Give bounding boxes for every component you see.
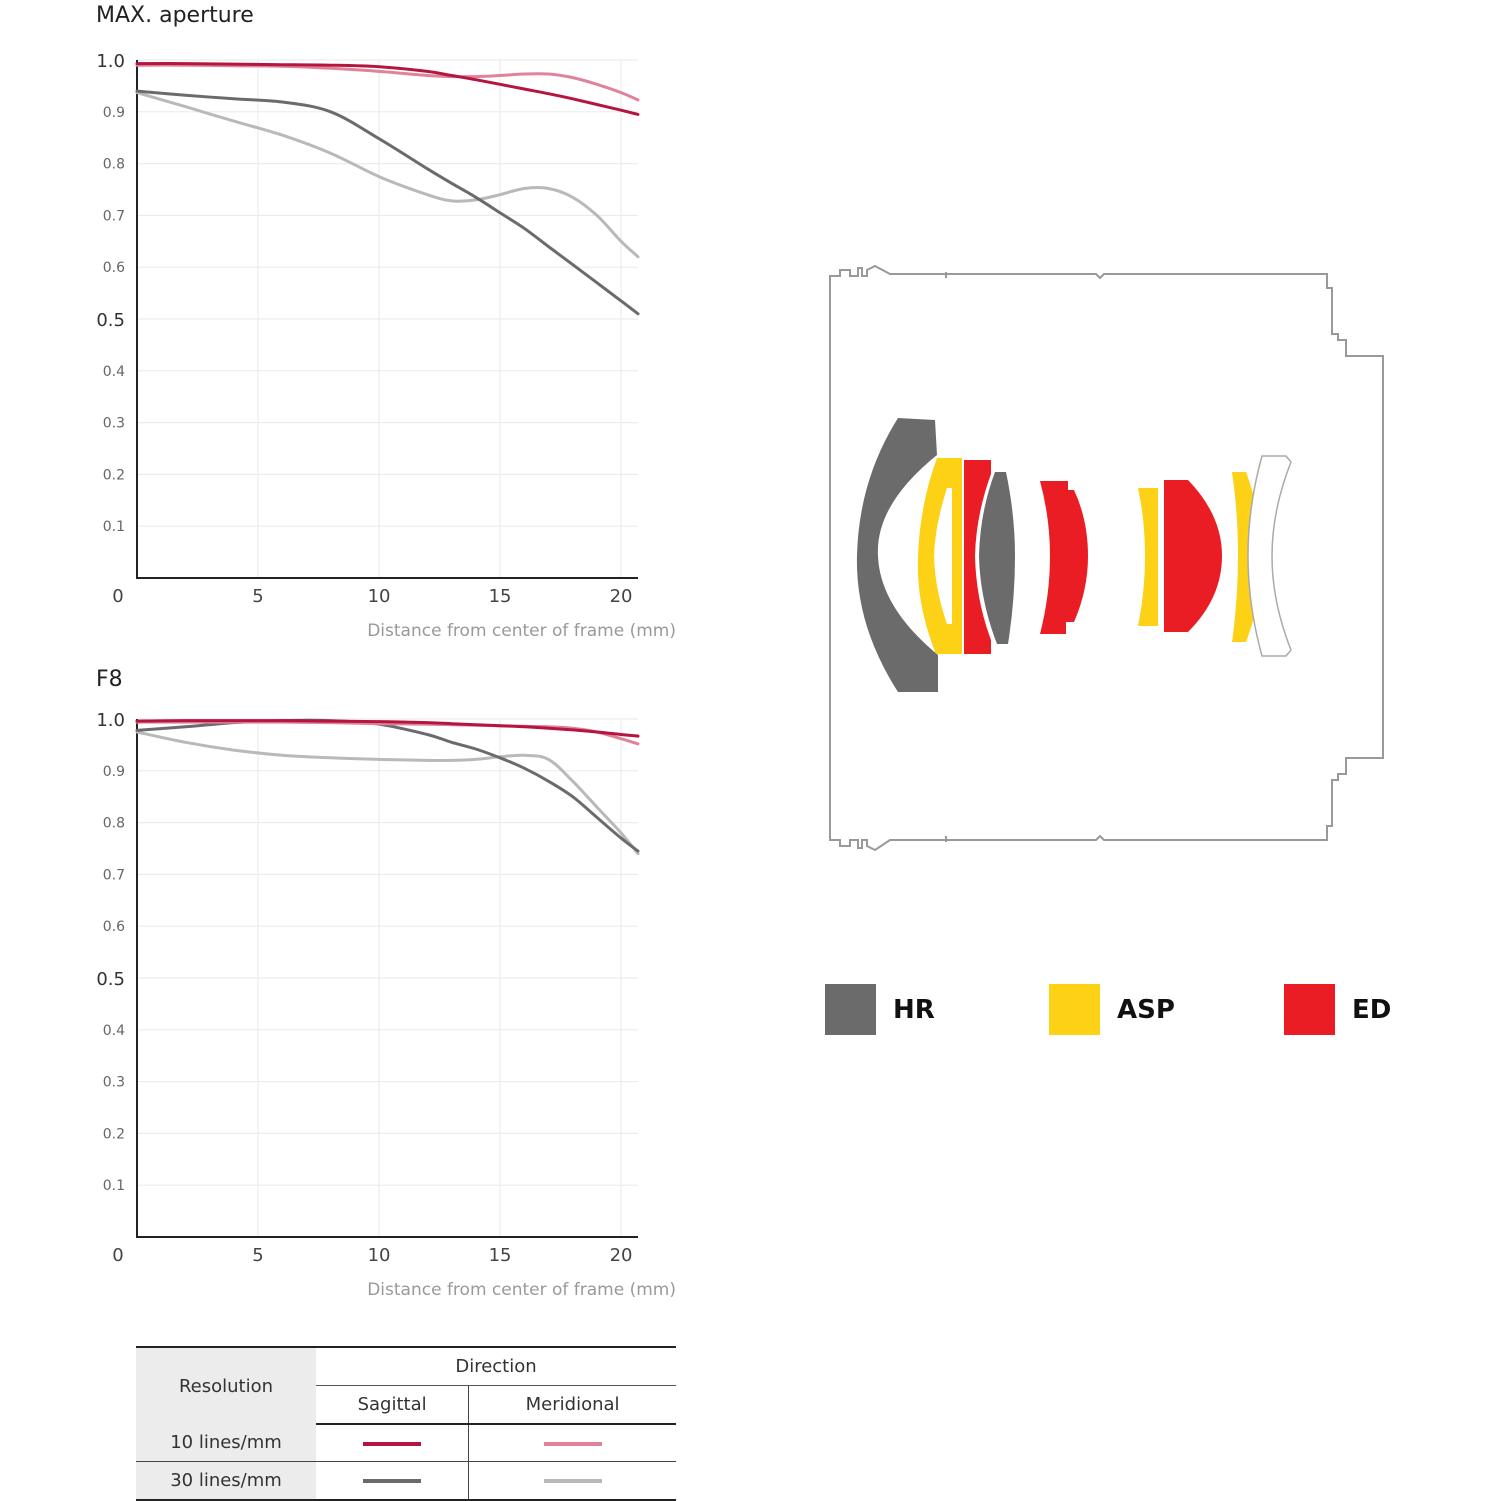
meridional-header: Meridional xyxy=(468,1385,676,1425)
lens-element-hr-1 xyxy=(856,418,938,692)
mtf-charts: 0.1 0.2 0.3 0.4 0.5 0.6 0.7 0.8 0.9 1.0 0 5 10 15 20 Di… xyxy=(96,51,676,1300)
legend-ed-label: ED xyxy=(1352,994,1392,1025)
y-tick-label: 0.6 xyxy=(103,919,125,935)
lens-element-asp-2 xyxy=(1138,488,1158,626)
x-tick-label: 20 xyxy=(610,1245,633,1266)
x-tick-label: 0 xyxy=(112,586,123,607)
x-tick-label: 5 xyxy=(252,586,263,607)
x-axis-title: Distance from center of frame (mm) xyxy=(367,1280,676,1300)
y-tick-label: 0.8 xyxy=(103,816,125,832)
x-tick-label: 20 xyxy=(610,586,633,607)
y-tick-label: 0.7 xyxy=(103,867,125,883)
y-tick-label: 0.1 xyxy=(103,519,125,535)
legend-ed-swatch xyxy=(1284,984,1335,1035)
sagittal-header: Sagittal xyxy=(316,1385,470,1425)
y-tick-label: 0.9 xyxy=(103,764,125,780)
lens-element-hr-2 xyxy=(979,472,1015,644)
direction-header: Direction xyxy=(316,1346,676,1386)
chart2-title: F8 xyxy=(96,667,123,692)
legend-asp-swatch xyxy=(1049,984,1100,1035)
y-tick-label: 0.5 xyxy=(96,969,125,990)
chart-max-aperture: 0.1 0.2 0.3 0.4 0.5 0.6 0.7 0.8 0.9 1.0 0 5 10 15 20 Di… xyxy=(96,51,676,641)
x-tick-label: 10 xyxy=(368,1245,391,1266)
row-10-meridional xyxy=(468,1424,676,1462)
x-tick-label: 15 xyxy=(489,1245,512,1266)
row-30-lines-label: 30 lines/mm xyxy=(136,1461,316,1501)
lens-element-ed-3 xyxy=(1164,480,1222,632)
legend-asp-label: ASP xyxy=(1117,994,1175,1025)
series-line-sagittal-30-lines-mm xyxy=(135,718,640,853)
y-tick-label: 0.1 xyxy=(103,1178,125,1194)
y-tick-label: 0.2 xyxy=(103,467,125,483)
y-tick-label: 1.0 xyxy=(96,710,125,731)
legend-hr-label: HR xyxy=(893,994,935,1025)
line-swatch-10-sagittal xyxy=(363,1441,422,1446)
lens-element-clear xyxy=(1247,455,1292,657)
legend-hr: HR xyxy=(825,984,935,1035)
x-tick-label: 0 xyxy=(112,1245,123,1266)
y-tick-label: 0.5 xyxy=(96,310,125,331)
series-line-meridional-10-lines-mm xyxy=(135,63,640,102)
y-tick-label: 0.2 xyxy=(103,1126,125,1142)
line-swatch-30-meridional xyxy=(543,1479,602,1483)
row-30-meridional xyxy=(468,1461,676,1501)
y-tick-label: 0.6 xyxy=(103,260,125,276)
y-tick-label: 0.9 xyxy=(103,105,125,121)
row-10-sagittal xyxy=(316,1424,470,1462)
lens-element-asp-1 xyxy=(917,458,962,654)
legend-hr-swatch xyxy=(825,984,876,1035)
chart1-title: MAX. aperture xyxy=(96,3,254,28)
y-tick-label: 0.3 xyxy=(103,1075,125,1091)
legend-ed: ED xyxy=(1284,984,1391,1035)
row-30-sagittal xyxy=(316,1461,470,1501)
series-line-meridional-30-lines-mm xyxy=(135,730,640,856)
y-tick-label: 0.3 xyxy=(103,416,125,432)
legend-asp: ASP xyxy=(1049,984,1175,1035)
y-tick-label: 1.0 xyxy=(96,51,125,72)
row-10-lines-label: 10 lines/mm xyxy=(136,1424,316,1462)
series-line-sagittal-10-lines-mm xyxy=(135,719,640,738)
x-tick-label: 15 xyxy=(489,586,512,607)
line-key-table: Resolution Direction Sagittal Meridional… xyxy=(136,1346,676,1501)
chart-f8: 0.1 0.2 0.3 0.4 0.5 0.6 0.7 0.8 0.9 1.0 0 5 10 15 20 Di… xyxy=(96,710,676,1300)
lens-element-ed-2 xyxy=(1040,481,1088,634)
series-line-meridional-30-lines-mm xyxy=(135,91,640,259)
lens-diagram xyxy=(829,264,1384,852)
line-swatch-30-sagittal xyxy=(363,1479,422,1483)
x-axis-title: Distance from center of frame (mm) xyxy=(367,621,676,641)
x-tick-label: 10 xyxy=(368,586,391,607)
y-tick-label: 0.4 xyxy=(103,1023,125,1039)
series-line-sagittal-30-lines-mm xyxy=(135,89,640,316)
lens-barrel-outline xyxy=(829,264,1384,852)
lens-element-ed-1 xyxy=(964,460,991,654)
y-tick-label: 0.8 xyxy=(103,157,125,173)
y-tick-label: 0.7 xyxy=(103,208,125,224)
x-tick-label: 5 xyxy=(252,1245,263,1266)
resolution-header: Resolution xyxy=(136,1346,316,1424)
series-line-sagittal-10-lines-mm xyxy=(135,62,640,116)
line-swatch-10-meridional xyxy=(543,1441,602,1446)
y-tick-label: 0.4 xyxy=(103,364,125,380)
